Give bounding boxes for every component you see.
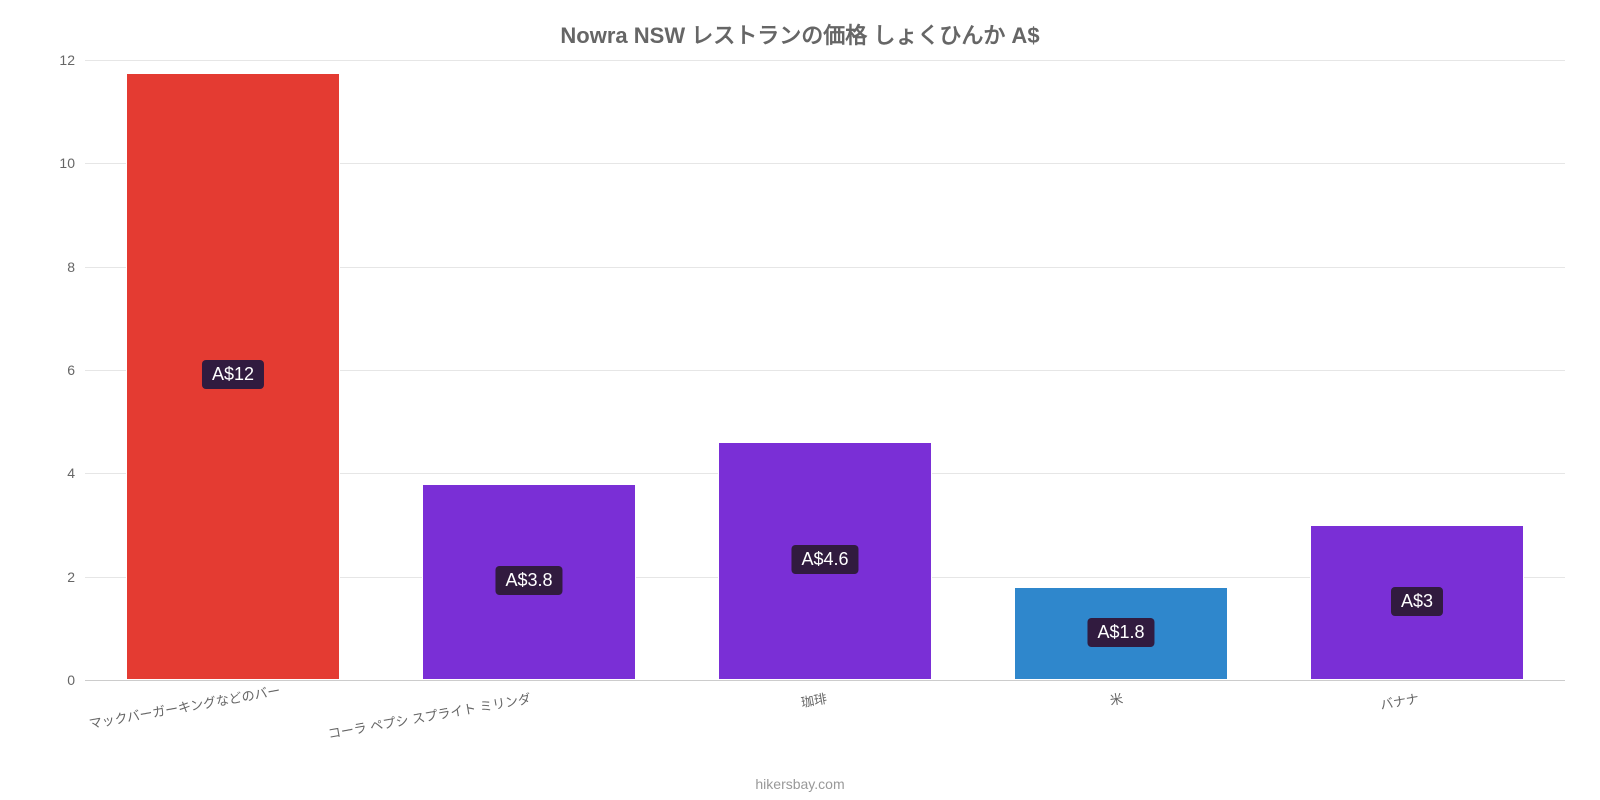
bar-value-label: A$3.8: [495, 566, 562, 595]
bar-value-label: A$4.6: [791, 545, 858, 574]
y-tick-label: 6: [67, 362, 85, 378]
bar: A$3: [1310, 525, 1523, 680]
y-tick-label: 0: [67, 672, 85, 688]
x-axis-baseline: [85, 680, 1565, 681]
plot-area: 024681012A$12A$3.8A$4.6A$1.8A$3: [85, 60, 1565, 680]
y-tick-label: 10: [59, 155, 85, 171]
bar-value-label: A$1.8: [1087, 618, 1154, 647]
bar: A$3.8: [422, 484, 635, 680]
price-bar-chart: Nowra NSW レストランの価格 しょくひんか A$ 0 2 4 6 8 10 12 A$…: [0, 0, 1600, 800]
bar: A$4.6: [718, 442, 931, 680]
attribution-text: hikersbay.com: [0, 776, 1600, 792]
x-tick-label: マックバーガーキングなどのバー: [87, 688, 236, 732]
x-axis-labels: マックバーガーキングなどのバーコーラ ペプシ スプライト ミリンダ珈琲米バナナ: [85, 688, 1565, 768]
y-tick-label: 2: [67, 569, 85, 585]
y-tick-label: 8: [67, 259, 85, 275]
y-tick-label: 12: [59, 52, 85, 68]
bar-value-label: A$3: [1391, 587, 1443, 616]
bar: A$1.8: [1014, 587, 1227, 680]
gridline: [85, 60, 1565, 61]
y-tick-label: 4: [67, 465, 85, 481]
chart-title: Nowra NSW レストランの価格 しょくひんか A$: [0, 18, 1600, 50]
bar: A$12: [126, 73, 339, 680]
bar-value-label: A$12: [202, 360, 264, 389]
